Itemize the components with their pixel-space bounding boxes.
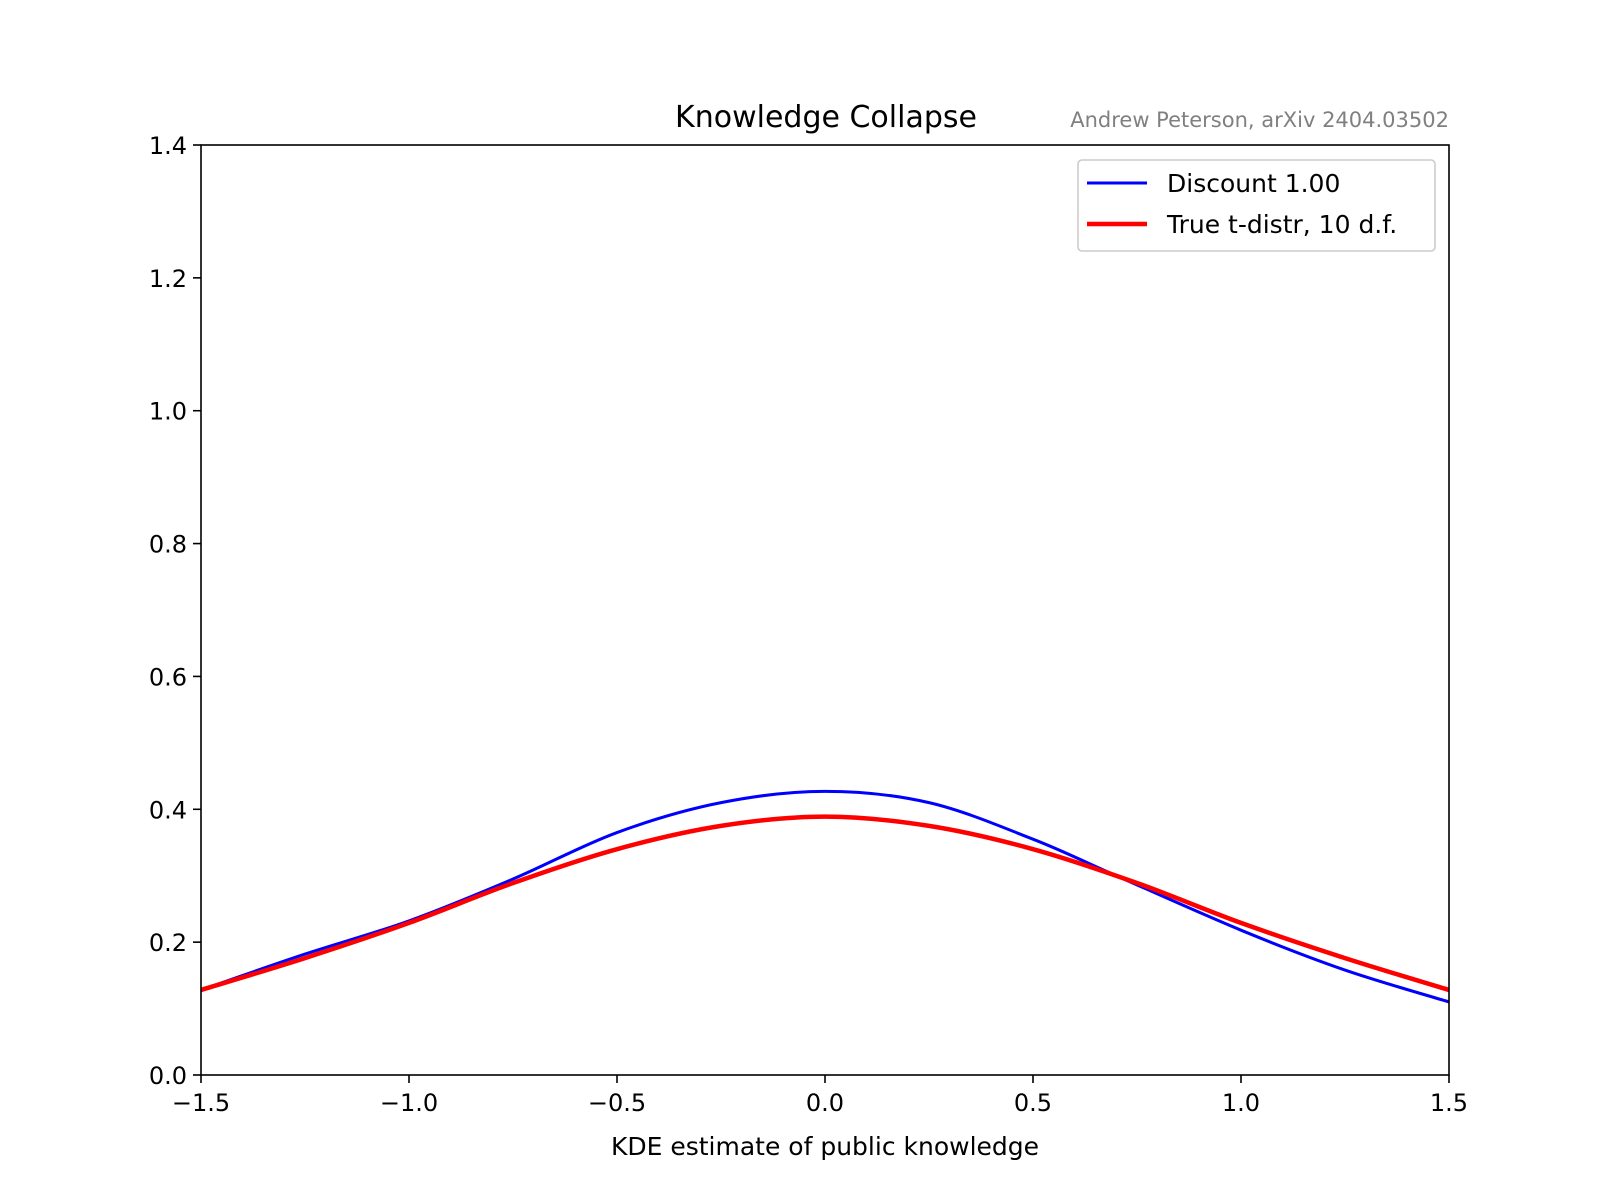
y-tick-label: 1.4: [149, 132, 187, 160]
x-tick-label: 1.5: [1430, 1089, 1468, 1117]
series-layer: [200, 789, 1450, 1004]
x-tick-label: −1.5: [172, 1089, 230, 1117]
legend-label-discount: Discount 1.00: [1167, 169, 1340, 198]
series-line-t-distribution: [200, 814, 1450, 993]
x-tick-label: 1.0: [1222, 1089, 1260, 1117]
x-tick-label: 0.5: [1014, 1089, 1052, 1117]
plot-frame: [200, 144, 1450, 1076]
chart-title: Knowledge Collapse: [675, 100, 977, 135]
chart-subtitle: Andrew Peterson, arXiv 2404.03502: [1070, 108, 1449, 132]
legend-label-t-distribution: True t-distr, 10 d.f.: [1166, 210, 1397, 239]
x-tick-label: −0.5: [588, 1089, 646, 1117]
x-axis-label: KDE estimate of public knowledge: [611, 1132, 1039, 1161]
legend-box: [1077, 159, 1436, 252]
x-tick-label: −1.0: [380, 1089, 438, 1117]
y-tick-label: 1.0: [149, 398, 187, 426]
y-axis: 0.0 0.2 0.4 0.6 0.8 1.0 1.2 1.4: [149, 132, 201, 1090]
legend: Discount 1.00 True t-distr, 10 d.f.: [1077, 159, 1436, 252]
y-tick-label: 0.2: [149, 929, 187, 957]
x-tick-label: 0.0: [806, 1089, 844, 1117]
y-tick-label: 0.4: [149, 796, 187, 824]
x-axis: −1.5 −1.0 −0.5 0.0 0.5 1.0 1.5: [172, 1075, 1468, 1117]
y-tick-label: 0.0: [149, 1062, 187, 1090]
y-tick-label: 0.6: [149, 663, 187, 691]
y-tick-label: 0.8: [149, 531, 187, 559]
y-tick-label: 1.2: [149, 265, 187, 293]
